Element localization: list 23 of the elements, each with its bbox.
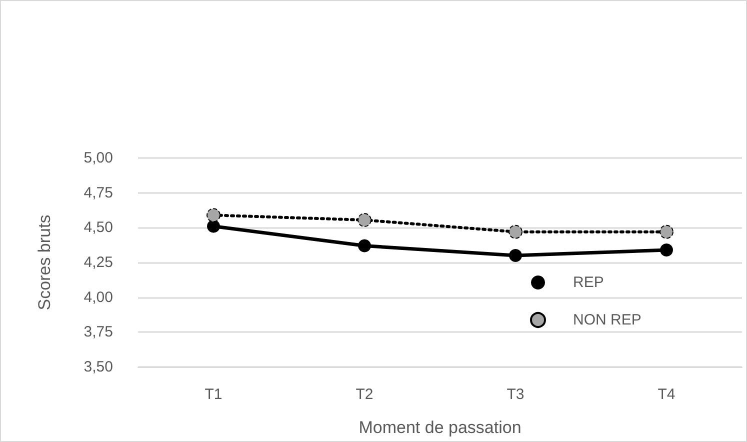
point [508, 224, 522, 239]
point [358, 213, 372, 227]
y-tick-label: 3,75 [84, 324, 113, 341]
legend-label: NON REP [573, 312, 642, 328]
y-tick-label: 3,50 [84, 358, 113, 376]
y-tick-label: 5,00 [84, 150, 113, 166]
y-tick-label: 4,00 [84, 288, 113, 306]
point [358, 239, 371, 252]
point [206, 208, 220, 222]
x-tick-label: T2 [356, 386, 374, 403]
y-tick-label: 4,50 [84, 219, 113, 236]
point [509, 249, 522, 262]
point [207, 220, 220, 233]
y-axis-title: Scores bruts [35, 214, 54, 310]
x-tick-label: T1 [204, 386, 222, 403]
y-tick-label: 4,75 [84, 184, 113, 202]
y-tick-label: 4,25 [84, 254, 113, 271]
point [660, 243, 673, 256]
point [660, 224, 674, 239]
legend-label: REP [573, 274, 604, 291]
x-tick-label: T3 [506, 386, 524, 403]
x-tick-label: T4 [658, 386, 676, 403]
x-axis-title: Moment de passation [358, 418, 522, 437]
